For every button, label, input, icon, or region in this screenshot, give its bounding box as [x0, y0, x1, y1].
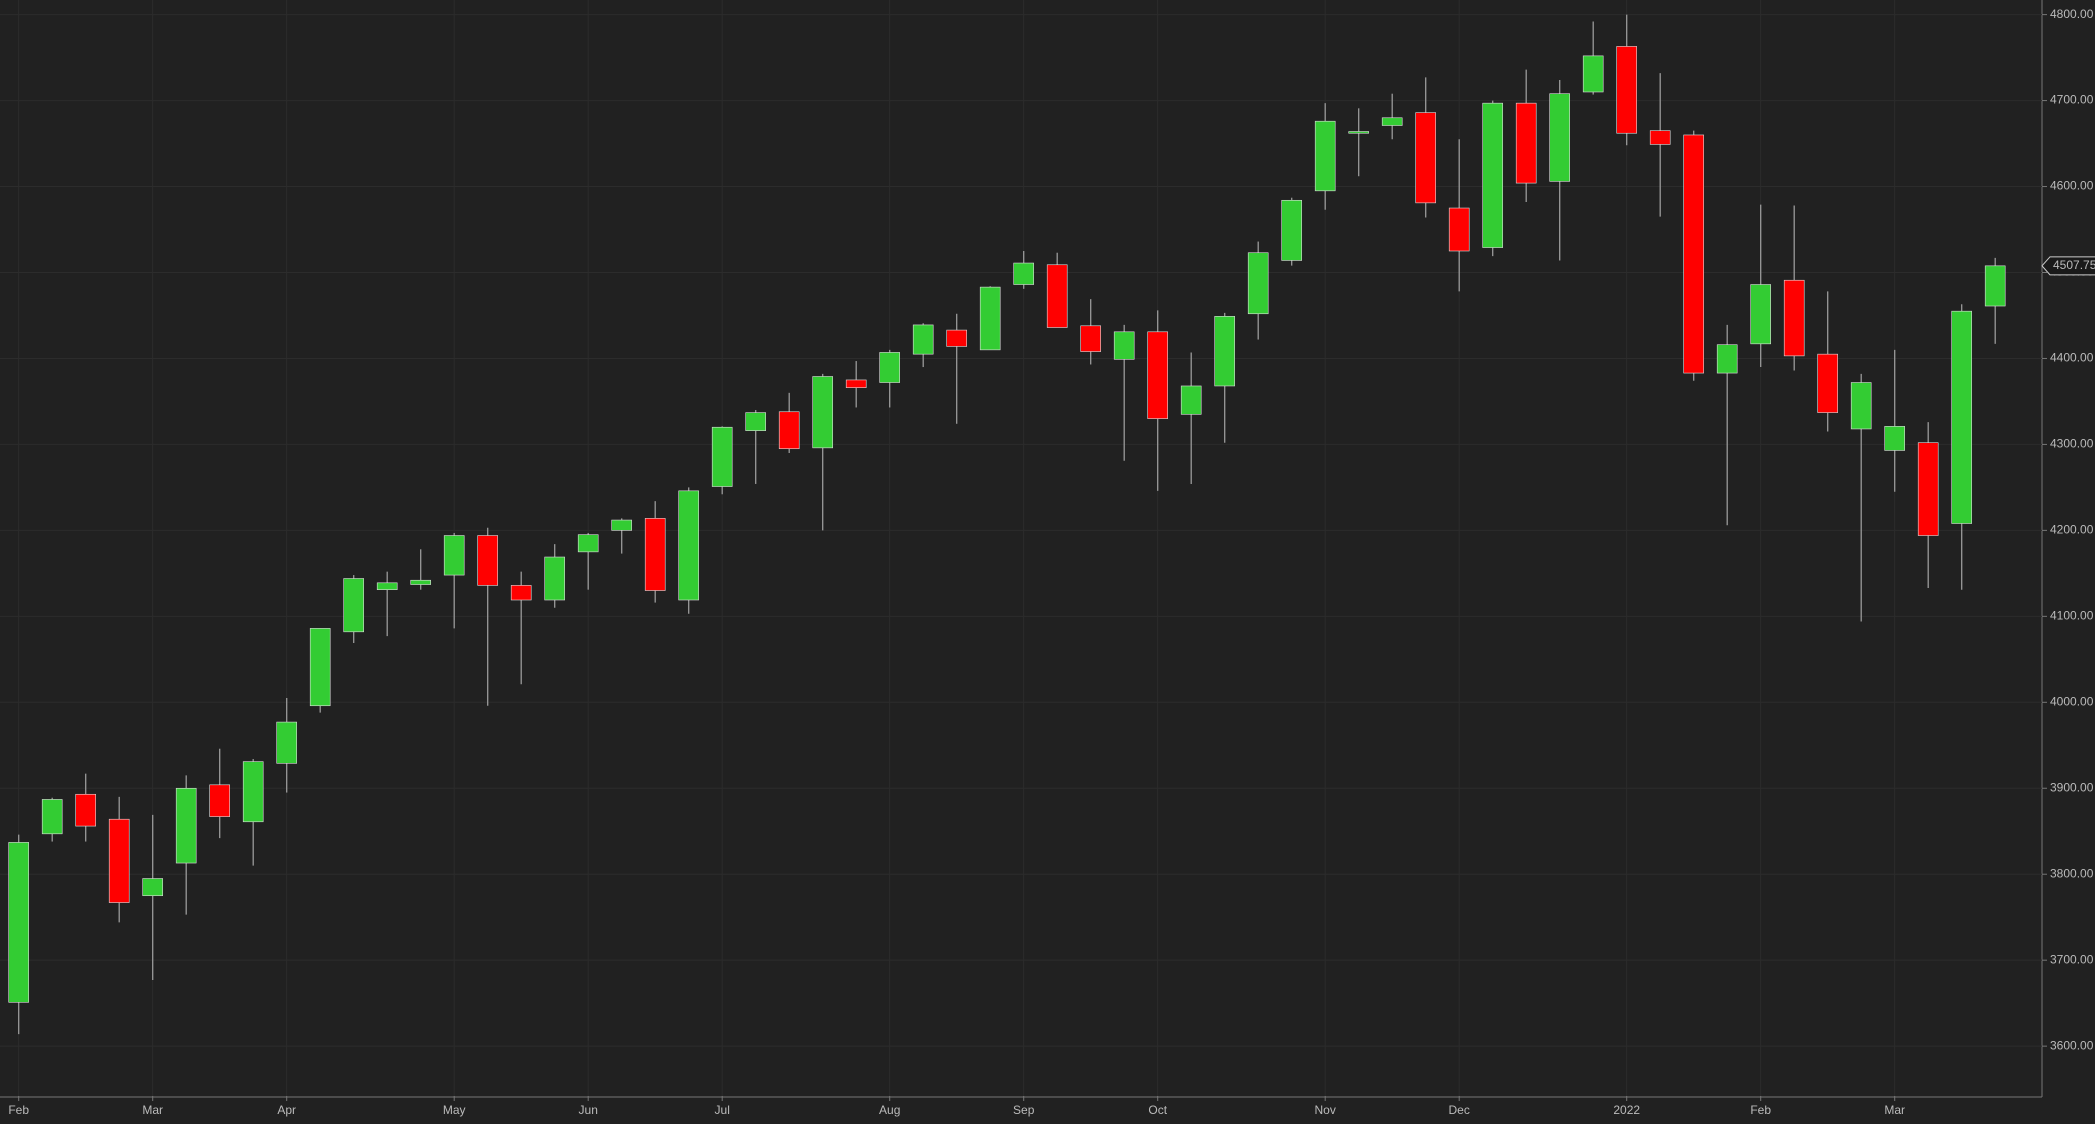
x-tick-label: May — [443, 1103, 466, 1117]
candle-body — [1448, 207, 1470, 252]
candle-body — [1917, 442, 1939, 536]
x-tick-label: Nov — [1315, 1103, 1336, 1117]
candle-body — [1616, 46, 1637, 134]
candle-body — [946, 329, 968, 347]
candle-body — [912, 324, 934, 355]
y-tick-label: 4300.00 — [2050, 437, 2094, 451]
y-tick-label: 4400.00 — [2050, 351, 2094, 365]
y-tick-label: 3700.00 — [2050, 952, 2094, 966]
candle-body — [108, 818, 130, 903]
candle-body — [1649, 130, 1671, 145]
candle-body — [1147, 331, 1168, 419]
candle-body — [1013, 262, 1035, 285]
candle-body — [1750, 284, 1771, 345]
candle-body — [611, 519, 633, 531]
candle-body — [778, 411, 800, 450]
candle-body — [1716, 344, 1738, 374]
x-tick-label: Mar — [142, 1103, 163, 1117]
candle-body — [410, 579, 432, 585]
x-tick-label: Feb — [1750, 1103, 1771, 1117]
candle-body — [1482, 102, 1503, 248]
candle-body — [1046, 264, 1068, 328]
candle-body — [41, 799, 63, 835]
candle-body — [1850, 382, 1872, 430]
candle-body — [678, 490, 700, 601]
candle-body — [1214, 316, 1235, 387]
x-tick-label: Mar — [1884, 1103, 1905, 1117]
candle-body — [644, 518, 666, 591]
candle-body — [1381, 117, 1403, 126]
candle-body — [477, 535, 499, 586]
candle-body — [1080, 325, 1101, 352]
y-tick-label: 4100.00 — [2050, 609, 2094, 623]
candle-body — [309, 628, 331, 707]
candle-body — [1515, 102, 1537, 184]
x-tick-label: Jul — [715, 1103, 730, 1117]
y-tick-label: 4200.00 — [2050, 523, 2094, 537]
y-tick-label: 3900.00 — [2050, 780, 2094, 794]
candle-body — [845, 379, 867, 388]
candle-body — [209, 784, 230, 817]
candle-body — [1415, 112, 1436, 204]
last-price-tag — [2041, 256, 2095, 276]
x-tick-label: Feb — [8, 1103, 29, 1117]
x-tick-label: Aug — [879, 1103, 900, 1117]
candle-body — [1582, 55, 1604, 93]
candle-body — [175, 787, 197, 864]
candle-body — [1783, 279, 1805, 357]
last-price-label: 4507.75 — [2053, 258, 2095, 272]
x-tick-label: Apr — [277, 1103, 296, 1117]
candle-body — [812, 376, 834, 449]
x-tick-label: Jun — [579, 1103, 598, 1117]
candle-body — [75, 793, 96, 827]
y-tick-label: 4000.00 — [2050, 694, 2094, 708]
candle-body — [242, 761, 264, 823]
x-tick-label: Dec — [1449, 1103, 1470, 1117]
candle-body — [142, 878, 163, 897]
candle-body — [1281, 199, 1302, 261]
candle-body — [376, 582, 398, 590]
candle-body — [577, 534, 599, 553]
candle-body — [1817, 353, 1838, 413]
candle-body — [1180, 385, 1202, 415]
x-tick-label: 2022 — [1613, 1103, 1640, 1117]
candle-body — [711, 426, 733, 487]
candle-body — [1348, 131, 1369, 134]
candle-body — [443, 535, 465, 576]
candle-body — [1683, 134, 1704, 374]
candle-body — [1884, 426, 1905, 451]
candle-body — [8, 842, 29, 1003]
candle-body — [1314, 120, 1336, 192]
candle-body — [276, 721, 298, 764]
y-tick-label: 4800.00 — [2050, 7, 2094, 21]
candle-body — [544, 556, 566, 601]
candle-body — [1113, 331, 1135, 360]
y-tick-label: 3800.00 — [2050, 866, 2094, 880]
candle-body — [979, 286, 1001, 351]
y-tick-label: 4600.00 — [2050, 179, 2094, 193]
candle-body — [745, 412, 767, 431]
candle-body — [879, 352, 901, 383]
candle-body — [510, 585, 532, 601]
candle-body — [1984, 265, 2006, 307]
y-tick-label: 3600.00 — [2050, 1038, 2094, 1052]
y-tick-label: 4700.00 — [2050, 93, 2094, 107]
candle-body — [343, 578, 365, 633]
x-tick-label: Sep — [1013, 1103, 1035, 1117]
candle-body — [1247, 252, 1269, 315]
candle-body — [1549, 93, 1570, 182]
x-tick-label: Oct — [1148, 1103, 1167, 1117]
candle-body — [1951, 310, 1972, 524]
